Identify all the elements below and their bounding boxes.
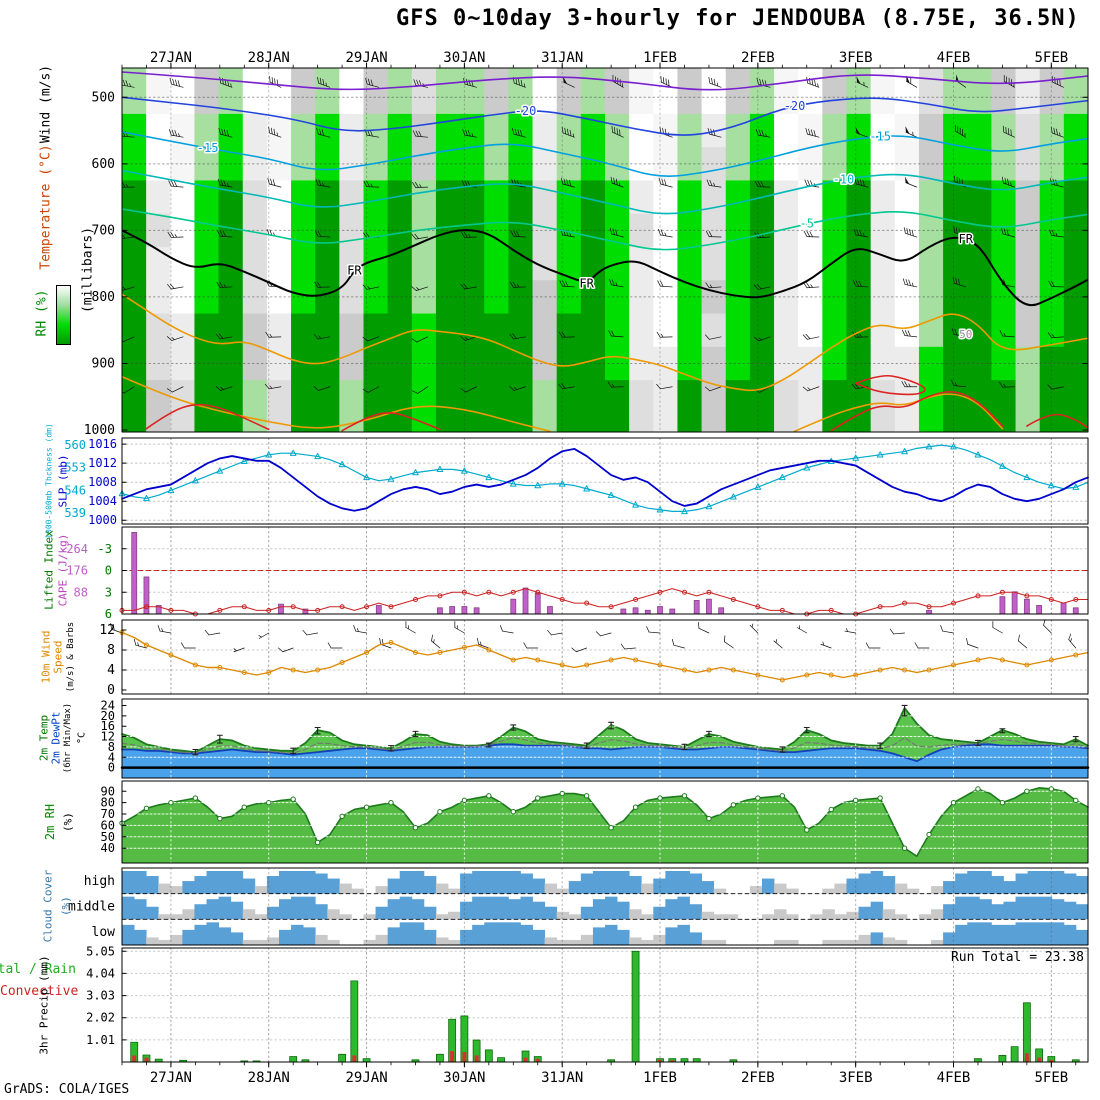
dewpt-axis-label: 2m DewPt [49, 711, 63, 765]
wind10-axis-label-line2: Speed [51, 640, 65, 674]
cape-axis-label: CAPE (J/kg) [56, 533, 70, 607]
precip-convective-label: Convective [0, 984, 79, 999]
degc-axis-label: °C [76, 731, 88, 745]
thickness-axis-label: 1000-500mb Thckness (dm) [44, 423, 54, 539]
minmax-axis-label: (6hr Min/Max) [63, 702, 73, 774]
slp-axis-label: SLP (mb) [56, 454, 70, 508]
rh-axis-label: RH (%) [34, 289, 50, 337]
chart-title: GFS 0~10day 3-hourly for JENDOUBA (8.75E… [396, 6, 1080, 31]
rh-colorbar [56, 285, 71, 345]
wind10-axis-label-line3: (m/s) & Barbs [66, 621, 76, 693]
precip-axis-label: 3hr Precip (mm) [37, 955, 51, 1055]
temperature-axis-label: Temperature (°C) [38, 144, 54, 270]
millibars-axis-label: (millibars) [80, 226, 96, 314]
lifted-index-axis-label: Lifted Index [42, 530, 56, 610]
rh2m-axis-label: 2m RH [43, 803, 57, 841]
cloud-percent-label: (%) [59, 896, 73, 916]
precip-total-rain-label: Total / Rain [0, 962, 76, 977]
run-total: Run Total = 23.38 [950, 950, 1084, 965]
cloud-axis-label: Cloud Cover [41, 869, 55, 943]
wind-axis-label: Wind (m/s) [38, 64, 54, 144]
rh2m-percent-label: (%) [61, 812, 75, 832]
grads-credit: GrADS: COLA/IGES [4, 1082, 130, 1097]
